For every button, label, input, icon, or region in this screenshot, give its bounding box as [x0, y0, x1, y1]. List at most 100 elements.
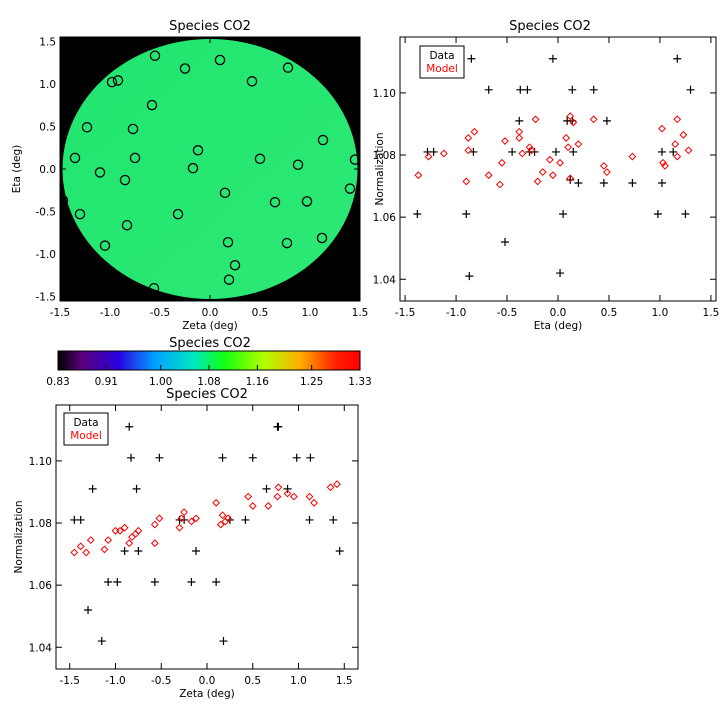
map-x-tick-label: 1.5 — [352, 307, 369, 319]
map-point — [282, 62, 294, 73]
eta-data-point — [574, 178, 583, 187]
eta-data-point — [551, 147, 560, 156]
eta-model-point — [538, 168, 547, 177]
eta-data-point — [681, 210, 690, 219]
map-point — [106, 76, 118, 88]
zeta-y-tick-label: 1.04 — [29, 642, 53, 654]
eta-legend-box — [419, 45, 465, 79]
zeta-x-tick-label: 1.5 — [336, 675, 353, 687]
zeta-model-point — [216, 520, 225, 529]
zeta-x-tick-label: 0.0 — [199, 675, 216, 687]
map-point — [172, 208, 184, 220]
eta-data-point — [515, 116, 524, 125]
zeta-data-point — [187, 578, 196, 587]
zeta-data-point — [113, 578, 122, 587]
zeta-x-tick-label: -0.5 — [151, 675, 172, 687]
map-x-tick-label: 0.0 — [202, 307, 219, 319]
zeta-data-point — [241, 515, 250, 524]
eta-model-point — [603, 168, 611, 177]
eta-model-point — [470, 127, 479, 136]
eta-model-point — [462, 177, 471, 186]
eta-x-tick-label: 0.0 — [550, 307, 567, 319]
eta-legend-model: Model — [426, 63, 458, 75]
zeta-model-point — [283, 489, 292, 498]
zeta-model-point — [150, 520, 159, 529]
eta-scatter-panel: Species CO2 -1.5 -1.0 -0.5 0.0 0.5 1.0 1.5 1.0… — [373, 19, 720, 332]
zeta-point-markers — [70, 422, 344, 646]
eta-data-point — [568, 85, 577, 94]
zeta-model-point — [100, 545, 109, 554]
eta-data-point — [523, 85, 532, 94]
eta-data-point — [657, 178, 666, 187]
zeta-model-point — [125, 539, 134, 548]
eta-data-point — [602, 116, 611, 125]
map-title: Species CO2 — [169, 19, 251, 34]
map-y-tick-label: -1.0 — [36, 249, 57, 261]
map-point — [74, 208, 86, 220]
eta-model-point — [424, 152, 433, 161]
map-y-tick-label: 0.5 — [39, 121, 56, 133]
map-point — [301, 196, 313, 207]
eta-y-axis-label: Normalization — [374, 133, 386, 206]
eta-model-point — [439, 149, 448, 158]
eta-x-tick-label: 1.5 — [703, 307, 720, 319]
zeta-data-point — [88, 484, 97, 493]
eta-model-point — [464, 146, 473, 155]
eta-y-ticks: 1.04 1.06 1.08 1.10 — [373, 88, 716, 286]
colorbar-tick-label: 1.08 — [197, 376, 220, 388]
zeta-model-point — [192, 514, 200, 523]
map-point — [223, 274, 235, 285]
eta-data-point — [500, 237, 509, 246]
zeta-model-point — [187, 517, 196, 526]
eta-data-point — [556, 269, 565, 278]
eta-x-tick-label: 0.5 — [601, 307, 618, 319]
zeta-model-point — [86, 536, 95, 545]
eta-model-point — [498, 158, 506, 167]
zeta-data-point — [248, 453, 257, 462]
map-point — [94, 167, 106, 178]
zeta-model-point — [305, 492, 314, 501]
eta-model-point — [659, 158, 667, 167]
map-point — [129, 152, 141, 164]
eta-x-ticks: -1.5 -1.0 -0.5 0.0 0.5 1.0 1.5 — [395, 37, 719, 319]
zeta-model-point — [134, 526, 143, 535]
zeta-data-point — [305, 515, 314, 524]
eta-scatter-frame — [399, 36, 717, 302]
zeta-y-ticks: 1.04 1.06 1.08 1.10 — [29, 456, 358, 654]
map-x-tick-label: -0.5 — [150, 307, 171, 319]
map-point — [292, 159, 304, 170]
map-point — [187, 162, 199, 174]
map-panel: Species CO2 -1.5 -1.0 -0.5 0.0 0.5 1.0 1.5 -1.… — [11, 19, 368, 332]
zeta-model-point — [326, 483, 335, 492]
eta-x-axis-label: Eta (deg) — [534, 320, 583, 332]
eta-model-point — [531, 115, 540, 124]
map-point — [222, 236, 234, 248]
zeta-y-tick-label: 1.08 — [29, 518, 52, 530]
eta-data-point — [569, 147, 578, 156]
eta-model-point — [684, 146, 693, 155]
eta-data-point — [559, 210, 568, 219]
colorbar-tick-label: 1.16 — [246, 376, 270, 388]
map-x-tick-label: -1.5 — [50, 307, 71, 319]
colorbar-tick-label: 1.00 — [149, 376, 172, 388]
map-y-axis-label: Eta (deg) — [11, 145, 23, 194]
map-y-tick-label: 0.0 — [39, 164, 56, 176]
map-point — [127, 123, 139, 135]
eta-data-point — [413, 210, 422, 219]
eta-model-point — [545, 155, 554, 164]
eta-data-point — [548, 54, 557, 63]
eta-x-tick-label: -1.5 — [395, 307, 416, 319]
zeta-data-point — [134, 546, 143, 555]
eta-model-point — [658, 124, 666, 133]
map-point — [121, 219, 133, 231]
eta-model-point — [515, 134, 524, 142]
map-point — [179, 63, 191, 74]
eta-model-point — [673, 152, 682, 161]
zeta-model-point — [150, 539, 159, 548]
eta-scatter-title: Species CO2 — [509, 19, 591, 34]
eta-model-point — [671, 140, 680, 149]
zeta-model-point — [244, 492, 253, 501]
colorbar-ticks: 0.83 0.91 1.00 1.08 1.16 1.25 1.33 — [46, 365, 372, 388]
eta-data-point — [686, 85, 695, 94]
eta-model-point — [484, 171, 493, 180]
